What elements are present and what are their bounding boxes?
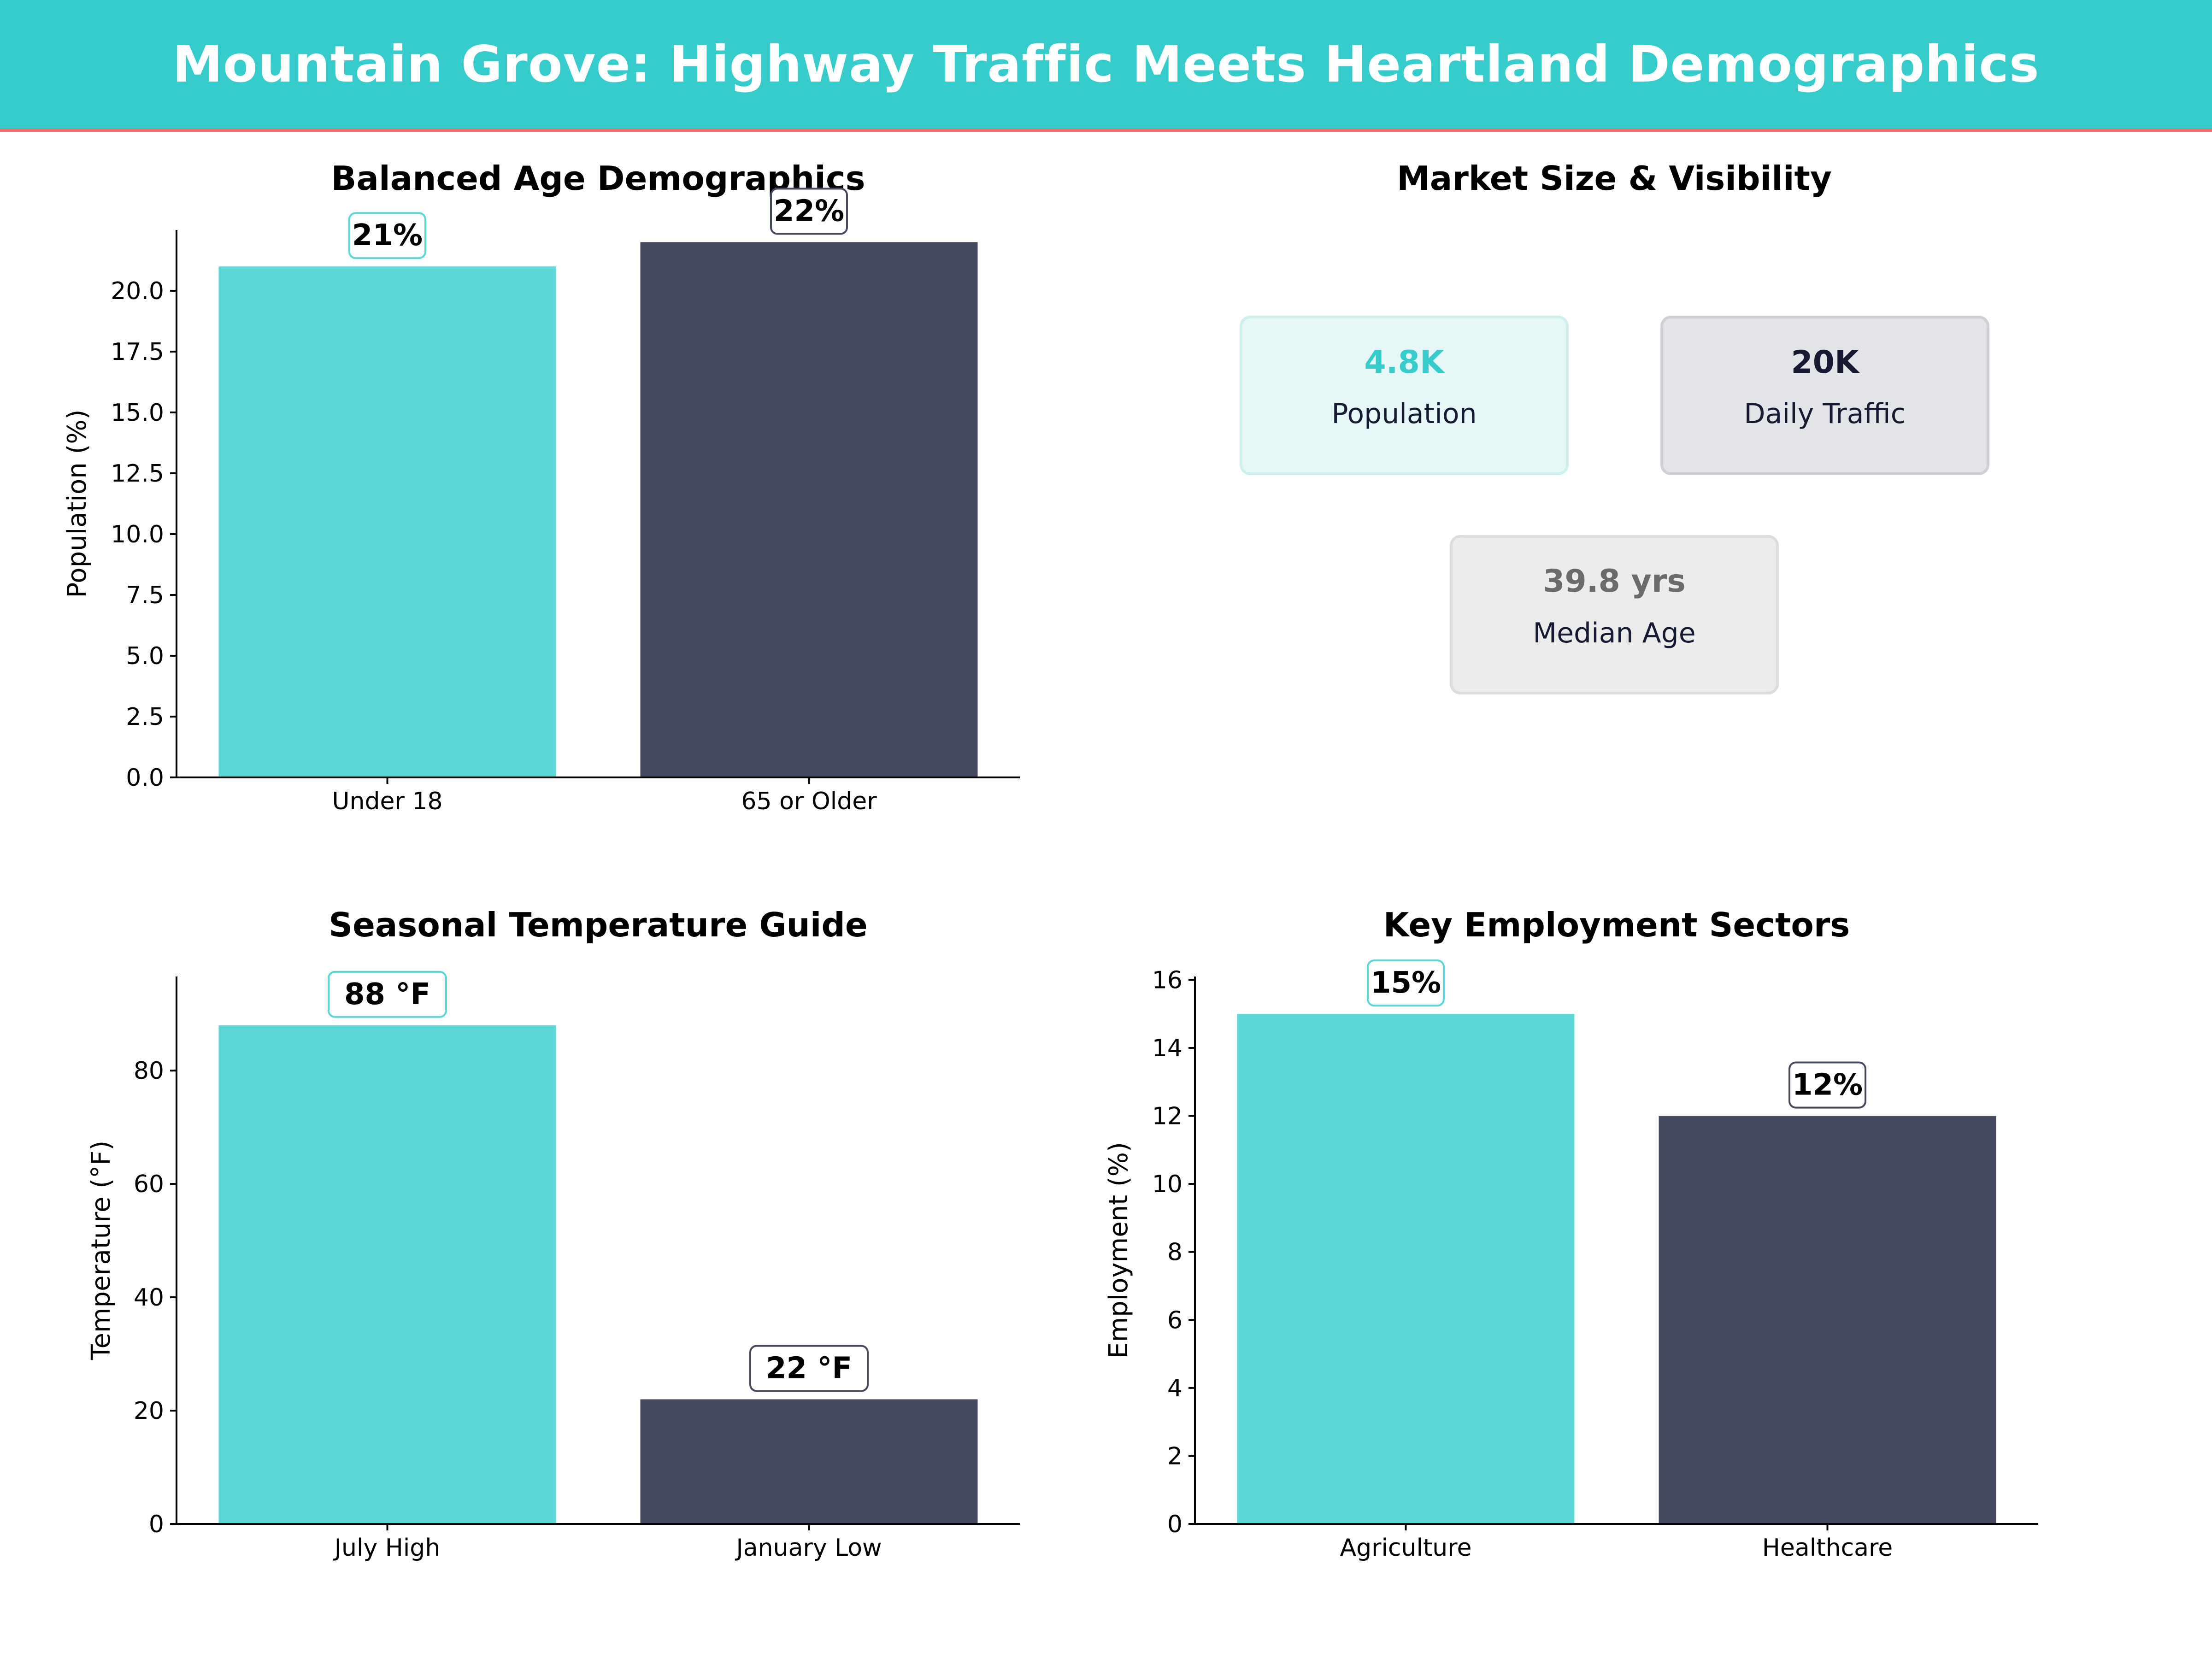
employment-chart-ylabel: Employment (%) bbox=[1106, 1142, 1134, 1359]
temperature-chart-ytick-label-5: 80 bbox=[134, 1057, 164, 1085]
employment-chart-xtick-label-2: Healthcare bbox=[1762, 1534, 1893, 1562]
kpi-panel-title: Market Size & Visibility bbox=[1397, 159, 1832, 198]
employment-chart-data-label-2: 12% bbox=[1792, 1068, 1863, 1102]
temperature-chart-data-label-box-1 bbox=[328, 971, 447, 1018]
temperature-chart-data-label-1: 88 °F bbox=[344, 977, 430, 1012]
age-chart-ytick-label-6: 12.5 bbox=[111, 460, 164, 488]
age-chart-ytick-label-7: 15.0 bbox=[111, 399, 164, 427]
employment-chart-ytick-label-5: 8 bbox=[1167, 1239, 1182, 1266]
age-chart-ytick-label-3: 5.0 bbox=[126, 642, 164, 670]
employment-chart-ytick-label-7: 12 bbox=[1152, 1103, 1182, 1130]
age-chart-ytick-label-9: 20.0 bbox=[111, 277, 164, 305]
employment-chart-bar-1 bbox=[1237, 1014, 1575, 1524]
age-chart-bar-1 bbox=[218, 266, 556, 778]
kpi-daily-traffic-label: Daily Traffic bbox=[1744, 398, 1906, 430]
employment-chart-xtick-label-1: Agriculture bbox=[1340, 1534, 1472, 1562]
age-chart-data-label-2: 22% bbox=[774, 194, 844, 228]
kpi-median-age-value: 39.8 yrs bbox=[1543, 563, 1686, 600]
employment-chart-ytick-label-2: 2 bbox=[1167, 1442, 1182, 1470]
age-chart-xtick-label-2: 65 or Older bbox=[741, 788, 877, 815]
market-size-panel: Market Size & Visibility 4.8K Population… bbox=[1240, 159, 1989, 694]
temperature-chart-xtick-label-1: July High bbox=[333, 1534, 441, 1562]
age-chart-ylabel: Population (%) bbox=[62, 410, 92, 598]
employment-chart-data-label-box-1 bbox=[1367, 959, 1445, 1007]
employment-chart-ytick-label-4: 6 bbox=[1167, 1306, 1182, 1334]
employment-chart-title: Key Employment Sectors bbox=[1383, 906, 1850, 944]
employment-chart: Key Employment Sectors Employment (%) 15% A… bbox=[1106, 906, 2038, 1562]
employment-chart-ytick-label-3: 4 bbox=[1167, 1375, 1182, 1402]
kpi-daily-traffic-value: 20K bbox=[1791, 344, 1860, 381]
kpi-card-daily-traffic-box bbox=[1660, 316, 1989, 475]
temperature-chart-bar-2 bbox=[640, 1399, 978, 1524]
employment-chart-data-label-box-2 bbox=[1788, 1061, 1866, 1109]
temperature-chart-data-label-2: 22 °F bbox=[766, 1351, 852, 1385]
age-chart-bar-2 bbox=[640, 242, 978, 777]
age-chart-ytick-label-8: 17.5 bbox=[111, 338, 164, 366]
kpi-population-label: Population bbox=[1331, 398, 1477, 430]
temperature-chart-data-label-box-2 bbox=[749, 1345, 869, 1392]
kpi-population-value: 4.8K bbox=[1364, 344, 1445, 381]
temperature-chart-xtick-label-2: January Low bbox=[735, 1534, 882, 1562]
age-chart-ytick-label-5: 10.0 bbox=[111, 521, 164, 548]
employment-chart-ytick-label-9: 16 bbox=[1152, 966, 1182, 994]
temperature-chart-title: Seasonal Temperature Guide bbox=[329, 906, 868, 944]
age-chart-data-label-1: 21% bbox=[352, 218, 423, 253]
employment-chart-ytick-label-8: 14 bbox=[1152, 1035, 1182, 1062]
kpi-card-daily-traffic: 20K Daily Traffic bbox=[1660, 316, 1989, 475]
temperature-chart-ytick-label-1: 0 bbox=[149, 1511, 164, 1538]
employment-chart-data-label-1: 15% bbox=[1371, 966, 1441, 1000]
temperature-chart-ytick-label-4: 60 bbox=[134, 1171, 164, 1198]
age-chart-data-label-box-1 bbox=[348, 212, 426, 259]
temperature-chart-ytick-label-2: 20 bbox=[134, 1397, 164, 1425]
age-chart-data-label-box-2 bbox=[770, 188, 848, 235]
temperature-chart: Seasonal Temperature Guide Temperature (°… bbox=[86, 906, 1020, 1562]
employment-chart-bar-2 bbox=[1659, 1116, 1996, 1524]
age-chart-ytick-label-2: 2.5 bbox=[126, 703, 164, 731]
employment-chart-ytick-label-1: 0 bbox=[1167, 1511, 1182, 1538]
kpi-card-median-age-box bbox=[1450, 535, 1779, 694]
temperature-chart-ylabel: Temperature (°F) bbox=[86, 1141, 116, 1360]
kpi-median-age-label: Median Age bbox=[1533, 617, 1695, 649]
temperature-chart-bar-1 bbox=[218, 1025, 556, 1524]
kpi-card-population: 4.8K Population bbox=[1240, 316, 1569, 475]
age-chart-xtick-label-1: Under 18 bbox=[332, 788, 442, 815]
age-chart-ytick-label-1: 0.0 bbox=[126, 764, 164, 792]
temperature-chart-ytick-label-3: 40 bbox=[134, 1284, 164, 1312]
kpi-card-median-age: 39.8 yrs Median Age bbox=[1450, 535, 1779, 694]
age-chart-ytick-label-4: 7.5 bbox=[126, 582, 164, 609]
main-title: Mountain Grove: Highway Traffic Meets He… bbox=[172, 35, 2040, 94]
kpi-card-population-box bbox=[1240, 316, 1569, 475]
title-banner: Mountain Grove: Highway Traffic Meets He… bbox=[0, 0, 2212, 132]
employment-chart-ytick-label-6: 10 bbox=[1152, 1171, 1182, 1198]
